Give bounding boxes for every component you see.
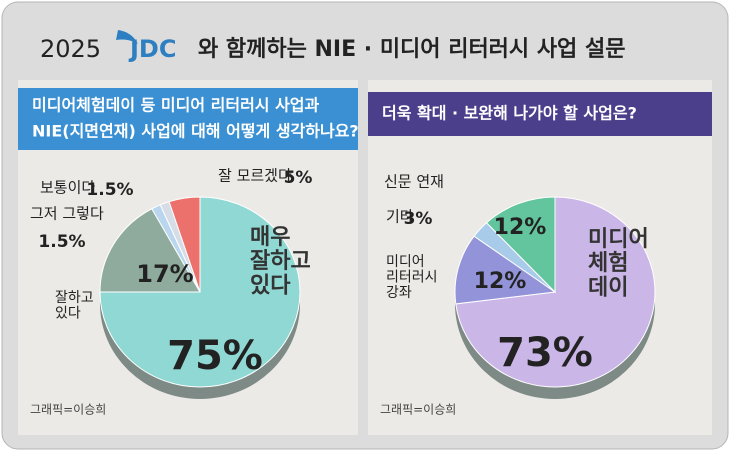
value-label: 1.5% (38, 232, 85, 252)
value-label: 12% (494, 215, 547, 240)
slice-label: 미디어 리터러시 강좌 (386, 254, 438, 301)
slice-label: 기타 (386, 208, 414, 226)
value-label: 12% (474, 269, 527, 294)
pie-slice (454, 235, 557, 305)
question: NIE(지면연재) 사업에 대해 어떻게 생각하나요? (32, 122, 359, 141)
brand: JDC (128, 35, 176, 63)
slice-label: 보통이다 (40, 179, 95, 197)
value-label: 75% (167, 333, 263, 379)
slice-label: 신문 연재 (384, 173, 444, 191)
pie-slice (99, 208, 201, 293)
slice-label: 미디어 체험 데이 (588, 227, 649, 300)
pie-slice (485, 196, 556, 294)
credit: 그래픽=이승희 (380, 403, 456, 417)
value-label: 73% (497, 330, 593, 376)
question: 더욱 확대 · 보완해 나가야 할 사업은? (382, 104, 637, 123)
value-label: 1.5% (86, 180, 133, 200)
value-label: 17% (136, 260, 193, 288)
year: 2025 (40, 35, 101, 63)
question-banner (368, 92, 712, 136)
question: 미디어체험데이 등 미디어 리터러시 사업과 (32, 96, 320, 115)
title: 와 함께하는 NIE · 미디어 리터러시 사업 설문 (198, 37, 625, 62)
slice-label: 그저 그렇다 (30, 205, 104, 223)
slice-label: 잘 모르겠다 (218, 167, 292, 185)
value-label: 3% (404, 209, 433, 229)
slice-label: 잘하고 있다 (55, 290, 94, 321)
logo-swoosh (116, 30, 138, 44)
question-banner (18, 88, 358, 150)
pie-slice (168, 196, 201, 293)
slice-label: 매우 잘하고 있다 (250, 225, 311, 298)
credit: 그래픽=이승희 (30, 403, 106, 417)
value-label: 5% (284, 168, 313, 188)
